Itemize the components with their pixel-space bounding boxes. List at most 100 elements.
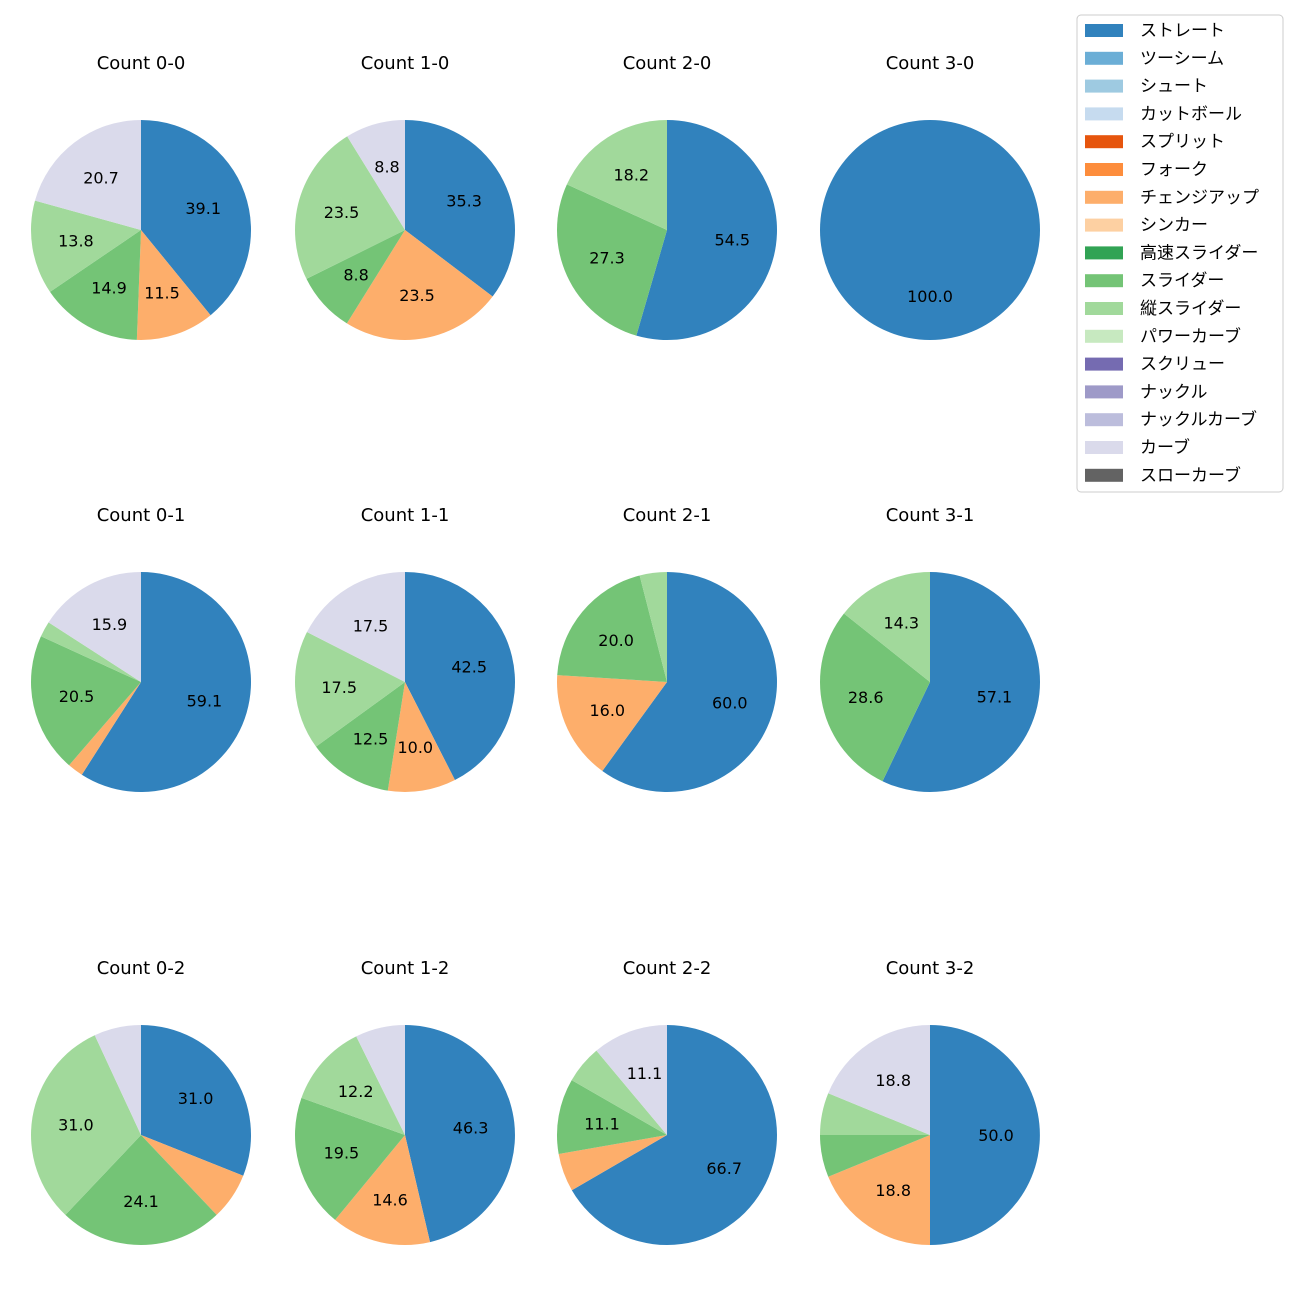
slice-label: 11.1 [584,1115,620,1134]
pie-slice [557,184,667,336]
pie-title: Count 0-0 [97,53,186,74]
slice-label: 16.0 [589,701,625,720]
slice-label: 19.5 [324,1144,360,1163]
slice-label: 14.3 [883,614,919,633]
legend-label: ナックル [1140,382,1208,402]
pie-slice [295,1097,405,1220]
slice-label: 17.5 [321,678,357,697]
slice-label: 28.6 [848,688,884,707]
legend-label: チェンジアップ [1140,188,1259,208]
pie-slice [639,572,667,682]
pie-slice [820,613,930,782]
pie-slice [571,1050,667,1135]
legend-label: スローカーブ [1140,465,1241,486]
slice-label: 12.5 [353,729,389,748]
slice-label: 31.0 [178,1089,214,1108]
pie-count-2-0: Count 2-0 54.5 27.3 18.2 [557,53,778,340]
legend-swatch [1085,163,1123,176]
slice-label: 18.8 [875,1181,911,1200]
slice-label: 39.1 [185,199,221,218]
pie-slice [571,1025,777,1245]
pie-slice [596,1025,667,1135]
pie-slice [94,1025,141,1135]
pie-slice [141,1135,244,1215]
pie-count-3-0: Count 3-0 100.0 [820,53,1040,340]
legend-frame [1076,14,1284,493]
legend-swatch [1085,329,1123,343]
legend-swatch [1085,413,1123,427]
pie-slice [65,1135,217,1245]
slice-label: 15.9 [92,615,128,634]
pie-slice [141,120,252,316]
pie-count-3-1: Count 3-1 57.1 28.6 14.3 [820,505,1041,792]
slice-label: 31.0 [58,1115,94,1134]
pies-layer: Count 0-0 39.1 11.5 14.9 13.8 20.7 Count 1-0 35… [30,53,1041,1245]
legend-label: カットボール [1140,104,1242,124]
pie-slice [387,682,455,793]
slice-label: 11.5 [144,284,180,303]
slice-label: 57.1 [977,688,1013,707]
pie-count-2-2: Count 2-2 66.7 11.1 11.1 [556,958,777,1245]
legend-label: フォーク [1140,160,1208,180]
pie-title: Count 3-0 [886,53,975,74]
pie-slice [30,636,141,766]
pie-slice [819,1135,930,1177]
slice-label: 20.0 [598,631,634,650]
slice-label: 23.5 [324,203,360,222]
pie-slice [557,675,667,771]
legend-label: シュート [1140,77,1208,97]
legend-swatch [1085,357,1123,371]
pie-slice [295,136,405,279]
slice-label: 23.5 [399,286,435,305]
slice-label: 13.8 [58,232,94,251]
slice-label: 42.5 [451,658,487,677]
slice-label: 24.1 [123,1192,159,1211]
legend-label: ストレート [1140,21,1225,41]
pie-title: Count 3-1 [886,505,975,526]
pie-slice [69,682,141,775]
pie-slice [316,682,405,791]
legend-swatch [1085,79,1123,93]
legend-swatch [1085,246,1123,260]
pie-slice [636,120,778,340]
pie-slice [405,1025,515,1243]
slice-label: 14.9 [91,279,127,298]
slice-label: 54.5 [714,230,750,249]
legend-swatch [1085,468,1123,482]
pie-slice [819,1093,930,1135]
pie-count-2-1: Count 2-1 60.0 16.0 20.0 [557,505,777,792]
slice-label: 8.8 [374,158,399,177]
pie-slice [40,622,141,682]
legend-label: ナックルカーブ [1140,409,1257,430]
pie-slice [306,572,405,682]
pie-slice [301,1036,405,1135]
slice-label: 18.8 [875,1071,911,1090]
pie-slice [930,1025,1040,1245]
pie-slice [34,120,141,230]
pie-slice [346,230,493,341]
pie-slice [335,1135,431,1245]
pie-slice [30,200,142,292]
pie-slice [356,1025,405,1135]
slice-label: 27.3 [589,249,625,268]
legend-label: スプリット [1140,132,1225,152]
pie-title: Count 2-2 [623,958,712,979]
legend-label: パワーカーブ [1140,326,1241,347]
legend-swatch [1085,385,1123,399]
legend-swatch [1085,107,1123,121]
pie-slice [820,120,1040,340]
pie-slice [136,230,211,340]
slice-label: 17.5 [353,617,389,636]
legend-swatch [1085,274,1123,288]
legend-swatch [1085,51,1123,65]
pie-title: Count 1-1 [361,505,450,526]
slice-label: 50.0 [978,1126,1014,1145]
slice-label: 11.1 [627,1064,663,1083]
legend-swatch [1085,302,1123,315]
pie-slice [828,1025,930,1135]
slice-label: 35.3 [446,192,482,211]
pie-slice [50,230,141,340]
legend-label: 高速スライダー [1140,243,1258,263]
pie-slice [556,1080,667,1155]
